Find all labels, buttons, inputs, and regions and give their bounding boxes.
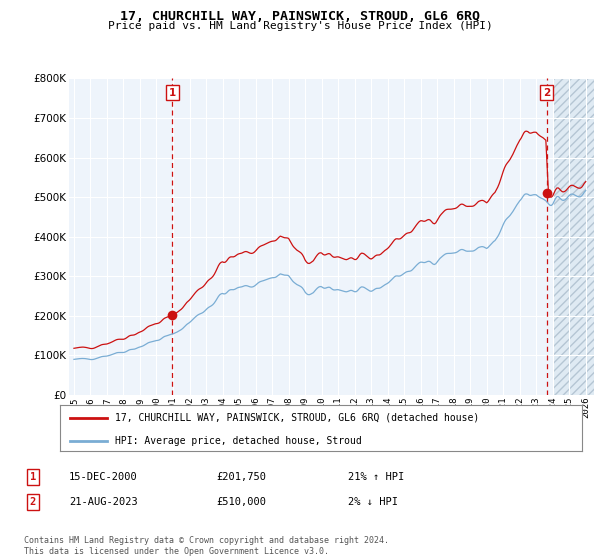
Text: 1: 1 xyxy=(30,472,36,482)
Text: 17, CHURCHILL WAY, PAINSWICK, STROUD, GL6 6RQ: 17, CHURCHILL WAY, PAINSWICK, STROUD, GL… xyxy=(120,10,480,22)
Text: 21% ↑ HPI: 21% ↑ HPI xyxy=(348,472,404,482)
Text: Price paid vs. HM Land Registry's House Price Index (HPI): Price paid vs. HM Land Registry's House … xyxy=(107,21,493,31)
Text: HPI: Average price, detached house, Stroud: HPI: Average price, detached house, Stro… xyxy=(115,436,362,446)
Text: £510,000: £510,000 xyxy=(216,497,266,507)
Text: £201,750: £201,750 xyxy=(216,472,266,482)
Text: 2% ↓ HPI: 2% ↓ HPI xyxy=(348,497,398,507)
Text: 2: 2 xyxy=(543,87,550,97)
Text: 15-DEC-2000: 15-DEC-2000 xyxy=(69,472,138,482)
Text: 1: 1 xyxy=(169,87,176,97)
Text: 21-AUG-2023: 21-AUG-2023 xyxy=(69,497,138,507)
Bar xyxy=(553,78,594,395)
Text: 2: 2 xyxy=(30,497,36,507)
Text: 17, CHURCHILL WAY, PAINSWICK, STROUD, GL6 6RQ (detached house): 17, CHURCHILL WAY, PAINSWICK, STROUD, GL… xyxy=(115,413,479,423)
Text: Contains HM Land Registry data © Crown copyright and database right 2024.
This d: Contains HM Land Registry data © Crown c… xyxy=(24,536,389,556)
